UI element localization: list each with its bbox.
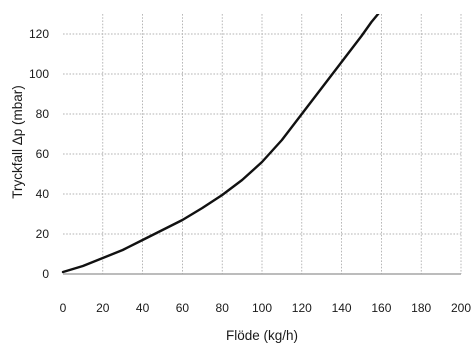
- x-tick-label: 20: [96, 301, 110, 315]
- x-tick-label: 100: [252, 301, 272, 315]
- series-line: [61, 14, 380, 274]
- x-tick-label: 120: [292, 301, 312, 315]
- x-tick-label: 200: [451, 301, 471, 315]
- x-tick-label: 80: [216, 301, 230, 315]
- x-tick-label: 40: [136, 301, 150, 315]
- y-tick-label: 0: [42, 267, 49, 281]
- x-tick-label: 160: [371, 301, 391, 315]
- y-tick-label: 20: [36, 227, 50, 241]
- y-tick-labels: 0 20 40 60 80 100 120: [29, 27, 49, 281]
- x-tick-label: 180: [411, 301, 431, 315]
- vertical-gridlines: [102, 14, 462, 274]
- x-tick-labels: 0 20 40 60 80 100 120 140 160 180 200: [60, 301, 472, 315]
- x-tick-label: 140: [332, 301, 352, 315]
- y-tick-label: 60: [36, 147, 50, 161]
- horizontal-gridlines: [63, 33, 461, 235]
- y-tick-label: 80: [36, 107, 50, 121]
- x-tick-label: 0: [60, 301, 67, 315]
- y-axis-title: Tryckfall Δp (mbar): [10, 85, 25, 199]
- y-tick-label: 120: [29, 27, 49, 41]
- x-tick-label: 60: [176, 301, 190, 315]
- x-axis-title: Flöde (kg/h): [226, 328, 298, 343]
- y-tick-label: 40: [36, 187, 50, 201]
- y-tick-label: 100: [29, 67, 49, 81]
